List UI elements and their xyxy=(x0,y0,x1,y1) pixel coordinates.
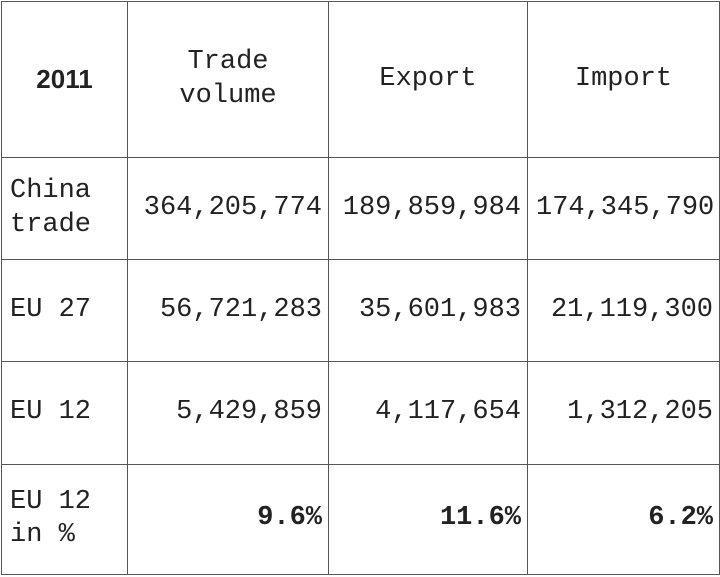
header-cell: 2011 xyxy=(1,1,128,158)
table-row: EU 27 56,721,283 35,601,983 21,119,300 xyxy=(1,259,720,363)
table-cell: 9.6% xyxy=(127,463,329,576)
table-cell: 21,119,300 xyxy=(527,259,720,363)
table-cell: 35,601,983 xyxy=(328,259,528,363)
table-cell: 5,429,859 xyxy=(127,361,329,465)
table-row: EU 12 in % 9.6% 11.6% 6.2% xyxy=(1,463,720,576)
table-cell: 11.6% xyxy=(328,463,528,576)
row-label: EU 12 in % xyxy=(1,463,128,576)
table-row: China trade 364,205,774 189,859,984 174,345… xyxy=(1,156,720,261)
table-cell: 189,859,984 xyxy=(328,156,528,261)
header-cell: Export xyxy=(328,1,528,158)
row-label: EU 27 xyxy=(1,259,128,363)
table-body: China trade 364,205,774 189,859,984 174,345… xyxy=(1,156,720,576)
header-cell: Trade volume xyxy=(127,1,329,158)
header-text: Trade volume xyxy=(179,46,277,111)
row-label: China trade xyxy=(1,156,128,261)
table-cell: 1,312,205 xyxy=(527,361,720,465)
header-cell: Import xyxy=(527,1,720,158)
table-cell: 174,345,790 xyxy=(527,156,720,261)
table-row: EU 12 5,429,859 4,117,654 1,312,205 xyxy=(1,361,720,465)
row-label: EU 12 xyxy=(1,361,128,465)
table-cell: 4,117,654 xyxy=(328,361,528,465)
table-cell: 364,205,774 xyxy=(127,156,329,261)
table-cell: 56,721,283 xyxy=(127,259,329,363)
table-cell: 6.2% xyxy=(527,463,720,576)
header-row: 2011 Trade volume Export Import xyxy=(1,1,720,158)
